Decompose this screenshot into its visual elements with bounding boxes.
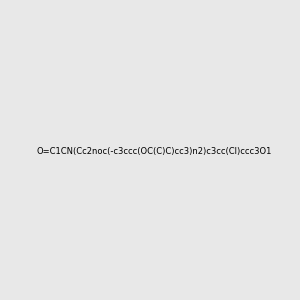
Text: O=C1CN(Cc2noc(-c3ccc(OC(C)C)cc3)n2)c3cc(Cl)ccc3O1: O=C1CN(Cc2noc(-c3ccc(OC(C)C)cc3)n2)c3cc(… (36, 147, 272, 156)
